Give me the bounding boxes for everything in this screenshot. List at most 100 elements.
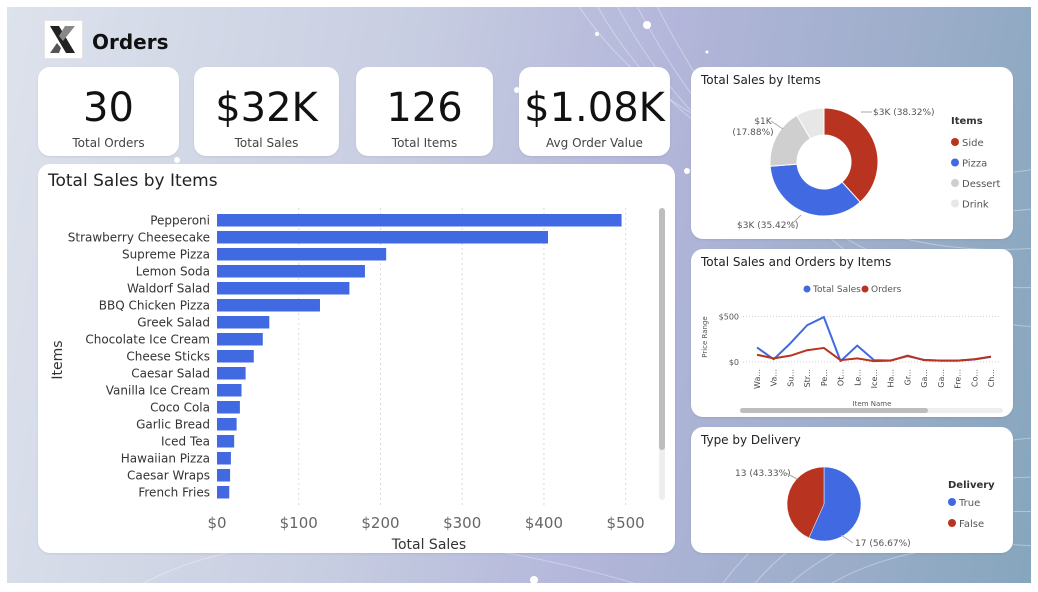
- bar-category-label: Supreme Pizza: [122, 247, 210, 261]
- line-legend-marker[interactable]: [803, 285, 811, 293]
- donut-legend-marker[interactable]: [951, 199, 959, 208]
- line-x-axis-title: Item Name: [853, 400, 892, 408]
- line-y-axis-title: Price Range: [701, 316, 709, 358]
- bar-category-label: Coco Cola: [150, 400, 210, 414]
- donut-legend-marker[interactable]: [951, 179, 959, 187]
- donut-data-label: $1K: [754, 117, 772, 127]
- bar-mark[interactable]: [217, 282, 350, 295]
- pie-slice[interactable]: [808, 466, 862, 542]
- kpi-value: $1.08K: [524, 85, 665, 131]
- bar-mark[interactable]: [217, 452, 231, 465]
- company-logo: [44, 20, 83, 59]
- bar-category-label: Vanilla Ice Cream: [106, 383, 210, 397]
- bar-mark[interactable]: [217, 299, 320, 312]
- line-chart-title: Total Sales and Orders by Items: [701, 255, 892, 269]
- bar-mark[interactable]: [217, 469, 231, 482]
- bar-mark[interactable]: [217, 435, 235, 448]
- pie-chart-title: Type by Delivery: [701, 433, 801, 447]
- kpi-label: Avg Order Value: [546, 136, 643, 150]
- pie-data-label: 17 (56.67%): [855, 539, 911, 549]
- donut-slice[interactable]: [796, 107, 825, 140]
- bar-category-label: Strawberry Cheesecake: [68, 230, 210, 244]
- bar-mark[interactable]: [217, 418, 237, 431]
- bar-chart-card[interactable]: Total Sales by Items $0 $100 $200 $300 $400 $…: [38, 164, 675, 553]
- bar-category-label: Caesar Wraps: [127, 468, 210, 482]
- bar-mark[interactable]: [217, 401, 240, 414]
- donut-legend-label[interactable]: Pizza: [962, 159, 987, 170]
- donut-chart-card[interactable]: Total Sales by Items $3K (38.32%) $3K (35…: [691, 67, 1013, 239]
- donut-legend-marker[interactable]: [951, 138, 959, 146]
- bar-category-label: BBQ Chicken Pizza: [99, 298, 210, 312]
- kpi-label: Total Sales: [234, 136, 299, 150]
- bar-category-label: Garlic Bread: [136, 417, 210, 431]
- kpi-avg-order-value[interactable]: $1.08K Avg Order Value: [519, 67, 670, 156]
- kpi-total-items[interactable]: 126 Total Items: [356, 67, 493, 156]
- pie-chart: 17 (56.67%) 13 (43.33%) Delivery True False: [735, 466, 995, 549]
- line-legend-label[interactable]: Orders: [871, 285, 902, 295]
- kpi-total-sales[interactable]: $32K Total Sales: [194, 67, 339, 156]
- pie-data-label: 13 (43.33%): [735, 469, 791, 479]
- dashboard-canvas: Orders 30 Total Orders $32K Total Sales …: [7, 7, 1031, 583]
- line-legend-label[interactable]: Total Sales: [812, 285, 861, 295]
- bar-mark[interactable]: [217, 316, 270, 329]
- bar-category-label: Caesar Salad: [131, 366, 210, 380]
- bar-x-tick-label: $400: [525, 514, 563, 532]
- bar-mark[interactable]: [217, 214, 622, 227]
- donut-slice[interactable]: [769, 163, 861, 217]
- donut-legend-label[interactable]: Drink: [962, 200, 989, 211]
- kpi-label: Total Items: [391, 136, 458, 150]
- line-chart-card[interactable]: Total Sales and Orders by Items Total Sa…: [691, 249, 1013, 417]
- line-y-tick-label: $500: [719, 313, 739, 322]
- donut-legend-marker[interactable]: [951, 158, 959, 167]
- pie-legend-marker[interactable]: [948, 498, 956, 506]
- line-scroll-thumb[interactable]: [740, 408, 928, 413]
- bar-chart-title: Total Sales by Items: [48, 171, 218, 191]
- kpi-label: Total Orders: [72, 136, 145, 150]
- line-x-tick-label: Ot...: [837, 369, 846, 386]
- donut-data-label: $3K (38.32%): [873, 108, 935, 118]
- donut-chart: $3K (38.32%) $3K (35.42%) $1K(17.88%) Items…: [732, 107, 1001, 231]
- bar-mark[interactable]: [217, 350, 254, 363]
- bar-category-label: French Fries: [138, 485, 210, 499]
- line-y-tick-label: $0: [729, 358, 739, 367]
- pie-leader-line: [840, 534, 854, 544]
- donut-slice[interactable]: [823, 107, 879, 203]
- pie-legend-label[interactable]: False: [959, 519, 984, 530]
- line-x-tick-label: Fre...: [954, 369, 963, 389]
- bar-mark[interactable]: [217, 367, 246, 380]
- pie-legend-title: Delivery: [948, 480, 995, 491]
- bar-mark[interactable]: [217, 333, 263, 346]
- bar-mark[interactable]: [217, 486, 230, 499]
- pie-legend-label[interactable]: True: [958, 498, 980, 509]
- kpi-value: $32K: [215, 85, 318, 131]
- bar-x-tick-label: $200: [361, 514, 399, 532]
- kpi-total-orders[interactable]: 30 Total Orders: [38, 67, 179, 156]
- page-title: Orders: [92, 30, 169, 54]
- line-x-tick-label: Ga...: [937, 369, 946, 388]
- donut-legend-title: Items: [951, 116, 983, 127]
- line-x-tick-label: Le...: [853, 369, 862, 386]
- pie-slice[interactable]: [786, 466, 825, 539]
- bar-mark[interactable]: [217, 384, 242, 397]
- line-x-tick-label: Wa...: [753, 369, 762, 389]
- donut-chart-title: Total Sales by Items: [701, 73, 821, 87]
- bar-mark[interactable]: [217, 265, 365, 278]
- line-series[interactable]: [756, 346, 992, 363]
- bar-category-label: Waldorf Salad: [127, 281, 210, 295]
- line-x-tick-label: Ha...: [887, 369, 896, 388]
- bar-category-label: Pepperoni: [150, 213, 210, 227]
- line-x-tick-label: Co...: [970, 369, 979, 387]
- bar-category-label: Lemon Soda: [136, 264, 210, 278]
- bar-scroll-thumb[interactable]: [659, 208, 665, 450]
- donut-legend-label[interactable]: Side: [962, 138, 984, 149]
- pie-legend-marker[interactable]: [948, 519, 956, 527]
- line-x-tick-label: Ice...: [870, 369, 879, 388]
- line-legend-marker[interactable]: [861, 285, 869, 293]
- bar-mark[interactable]: [217, 231, 549, 244]
- bar-category-label: Hawaiian Pizza: [121, 451, 210, 465]
- donut-legend-label[interactable]: Dessert: [962, 179, 1001, 190]
- line-x-tick-label: Str...: [803, 369, 812, 387]
- pie-chart-card[interactable]: Type by Delivery 17 (56.67%) 13 (43.33%) D…: [691, 427, 1013, 553]
- donut-leader-line: [770, 120, 784, 130]
- bar-mark[interactable]: [217, 248, 387, 261]
